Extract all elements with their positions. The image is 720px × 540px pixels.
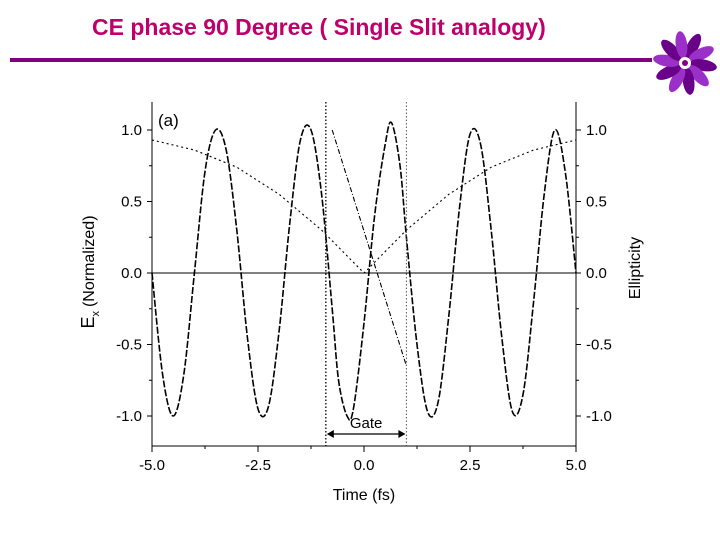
y-tick-label-right: 0.5	[586, 194, 607, 211]
logo-petal	[656, 64, 682, 80]
logo-petal	[675, 31, 688, 59]
y-tick-label-right: 1.0	[586, 122, 607, 139]
panel-label: (a)	[158, 111, 179, 130]
x-tick-label: 0.0	[354, 457, 375, 474]
plot-area	[151, 102, 577, 447]
logo-petal	[682, 67, 695, 95]
y-axis-label-left: Ex (Normalized)	[78, 215, 102, 328]
series-line-dotted	[151, 139, 577, 274]
y-tick-label-left: -0.5	[116, 337, 142, 354]
logo-petal	[668, 67, 686, 93]
title-divider	[10, 58, 652, 62]
gate-annotation: Gate	[325, 102, 407, 446]
series-line-dashed	[151, 121, 577, 421]
slide-title: CE phase 90 Degree ( Single Slit analogy…	[92, 14, 546, 40]
series-layer	[151, 121, 577, 421]
y-tick-label-left: 1.0	[121, 122, 142, 139]
gate-arrow-right-head	[398, 430, 406, 438]
logo-petal	[688, 46, 714, 62]
gate-arrow-left-head	[326, 430, 334, 438]
x-axis-label: Time (fs)	[333, 487, 396, 504]
x-tick-label: -5.0	[139, 457, 165, 474]
x-tick-label: 5.0	[566, 457, 587, 474]
y-axis-label-main: E	[78, 317, 98, 329]
logo-petal	[661, 39, 682, 61]
x-tick-label: -2.5	[245, 457, 271, 474]
logo-petal	[688, 65, 709, 87]
axis-ticks: 1.0 1.0 0.5 0.5 0.0 0.0 -0.5 -0.5 -1.0 -1.0 -5.0 -2…	[116, 122, 612, 474]
y-axis-label-rest: (Normalized)	[81, 215, 98, 307]
y-tick-label-right: 0.0	[586, 265, 607, 282]
logo-petal	[684, 33, 702, 59]
y-axis-label-right: Ellipticity	[627, 237, 644, 299]
series-line-dash-dot	[331, 129, 407, 367]
x-tick-label: 2.5	[460, 457, 481, 474]
y-tick-label-left: 0.0	[121, 265, 142, 282]
y-tick-label-right: -0.5	[586, 337, 612, 354]
y-tick-label-left: 0.5	[121, 194, 142, 211]
y-tick-label-left: -1.0	[116, 408, 142, 425]
gate-label: Gate	[350, 415, 383, 432]
y-tick-label-right: -1.0	[586, 408, 612, 425]
y-axis-label-subscript: x	[90, 311, 102, 317]
purple-flower-logo-icon	[653, 31, 717, 95]
